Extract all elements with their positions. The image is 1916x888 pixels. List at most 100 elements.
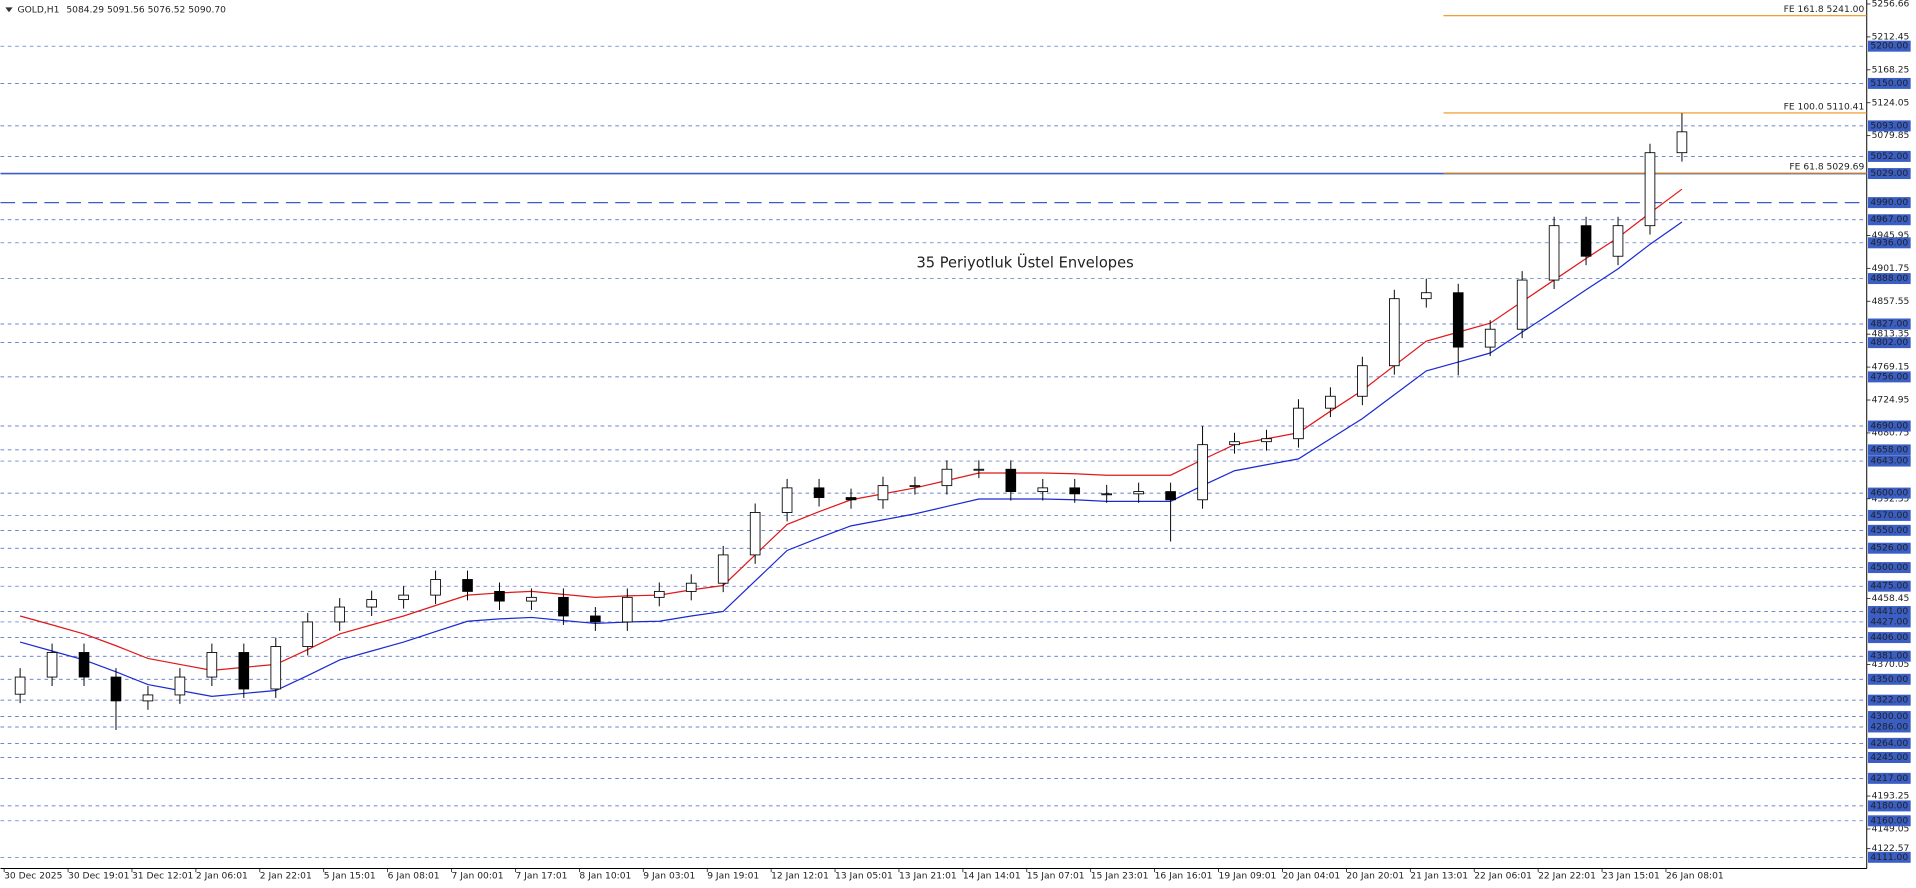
level-label: 4690.00	[1870, 422, 1908, 432]
candle-body	[973, 468, 985, 471]
level-box	[1867, 197, 1911, 209]
candle-body	[1452, 292, 1464, 348]
x-tick-label: 19 Jan 09:01	[1219, 871, 1277, 881]
x-tick-label: 9 Jan 03:01	[643, 871, 695, 881]
candle-body	[1005, 468, 1017, 493]
x-tick-label: 14 Jan 14:01	[963, 871, 1021, 881]
level-label: 5200.00	[1870, 42, 1908, 52]
level-label: 5093.00	[1870, 121, 1908, 131]
level-box	[1867, 650, 1911, 662]
level-label: 4406.00	[1870, 633, 1908, 643]
candle-body	[877, 485, 889, 501]
candle-body	[1165, 491, 1176, 501]
level-label: 4526.00	[1870, 544, 1908, 554]
candle-body	[1069, 487, 1081, 495]
menu-arrow[interactable]	[5, 7, 13, 13]
x-tick-label: 2 Jan 22:01	[260, 871, 312, 881]
candle-body	[46, 652, 58, 678]
level-label: 4381.00	[1870, 652, 1908, 662]
y-tick-label: 4857.55	[1872, 297, 1910, 307]
candle-body	[174, 676, 186, 696]
candle-body	[781, 487, 793, 513]
y-tick-label: 4193.25	[1872, 792, 1910, 802]
y-tick-label: 4769.15	[1872, 363, 1910, 373]
x-tick-label: 15 Jan 07:01	[1027, 871, 1085, 881]
candle-body	[1644, 152, 1656, 227]
level-box	[1867, 371, 1911, 383]
fib-label: FE 100.0 5110.41	[1784, 102, 1865, 112]
candle-body	[1389, 298, 1400, 367]
level-box	[1867, 150, 1911, 162]
level-label: 4111.00	[1870, 853, 1908, 863]
level-box	[1867, 524, 1911, 536]
x-tick-label: 22 Jan 06:01	[1474, 871, 1532, 881]
candle-body	[590, 615, 601, 623]
y-tick-label: 4122.57	[1872, 844, 1910, 854]
level-box	[1867, 120, 1911, 132]
level-label: 4600.00	[1870, 489, 1908, 499]
candle-body	[1197, 444, 1208, 501]
x-tick-label: 12 Jan 12:01	[771, 871, 829, 881]
candle-body	[1229, 441, 1240, 446]
candle-body	[1293, 407, 1304, 440]
annotation: 35 Periyotluk Üstel Envelopes	[916, 253, 1133, 271]
candle-body	[1676, 131, 1688, 154]
level-label: 4245.00	[1870, 753, 1908, 763]
x-tick-label: 6 Jan 08:01	[388, 871, 440, 881]
level-label: 4180.00	[1870, 801, 1908, 811]
candle-body	[1325, 395, 1336, 409]
candle-body	[1580, 225, 1592, 257]
candle-body	[270, 646, 282, 690]
level-box	[1867, 752, 1911, 763]
candle-body	[941, 468, 953, 487]
candle-body	[14, 676, 26, 695]
candle-body	[398, 594, 409, 601]
level-box	[1867, 711, 1911, 723]
candle-body	[1101, 493, 1112, 496]
level-label: 4888.00	[1870, 274, 1908, 284]
level-box	[1867, 721, 1911, 733]
x-tick-label: 23 Jan 15:01	[1602, 871, 1660, 881]
candle-body	[462, 579, 473, 592]
candle-body	[302, 621, 314, 647]
level-box	[1867, 673, 1911, 685]
level-label: 4475.00	[1870, 582, 1908, 592]
x-tick-label: 22 Jan 22:01	[1538, 871, 1596, 881]
envelope-line	[19, 221, 1683, 697]
level-box	[1867, 318, 1911, 330]
candle-body	[1420, 292, 1432, 300]
candle-body	[749, 512, 761, 556]
level-label: 5029.00	[1870, 169, 1908, 179]
y-tick-label: 4680.75	[1872, 428, 1910, 438]
level-label: 4286.00	[1870, 722, 1908, 732]
candle-body	[1133, 491, 1144, 495]
y-tick-label: 5079.85	[1872, 131, 1910, 141]
x-tick-label: 30 Dec 2025	[4, 871, 62, 881]
level-label: 4827.00	[1870, 320, 1908, 330]
x-tick-label: 7 Jan 00:01	[452, 871, 504, 881]
level-label: 4322.00	[1870, 696, 1908, 706]
level-box	[1867, 237, 1911, 249]
level-label: 4350.00	[1870, 675, 1908, 685]
level-label: 4500.00	[1870, 563, 1908, 573]
x-tick-label: 20 Jan 04:01	[1282, 871, 1340, 881]
x-tick-label: 9 Jan 19:01	[707, 871, 759, 881]
x-tick-label: 8 Jan 10:01	[579, 871, 631, 881]
level-box	[1867, 737, 1911, 749]
candle-body	[526, 596, 537, 602]
level-label: 4936.00	[1870, 238, 1908, 248]
x-tick-label: 30 Dec 19:01	[68, 871, 129, 881]
x-tick-label: 5 Jan 15:01	[324, 871, 376, 881]
level-box	[1867, 694, 1911, 706]
candle-body	[430, 579, 441, 596]
level-label: 4160.00	[1870, 816, 1908, 826]
candle-body	[206, 652, 218, 678]
level-label: 4643.00	[1870, 457, 1908, 467]
level-label: 4217.00	[1870, 774, 1908, 784]
quote: 5084.29 5091.56 5076.52 5090.70	[66, 5, 226, 15]
x-tick-label: 15 Jan 23:01	[1091, 871, 1149, 881]
symbol: GOLD,H1	[18, 5, 60, 15]
x-tick-label: 26 Jan 08:01	[1666, 871, 1724, 881]
level-box	[1867, 815, 1911, 827]
